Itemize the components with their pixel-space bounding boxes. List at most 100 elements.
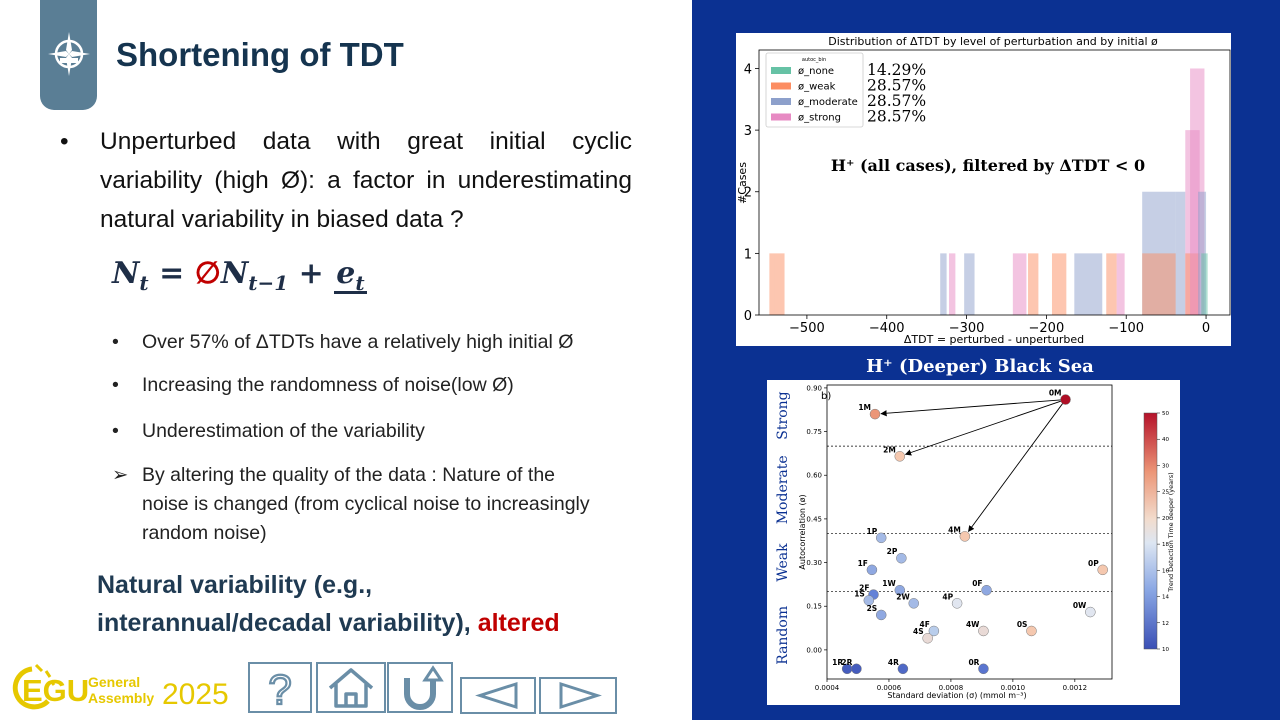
data-point (978, 625, 989, 637)
data-point (894, 451, 906, 462)
svg-text:2025: 2025 (162, 678, 229, 711)
bullet-dot: • (60, 128, 69, 155)
y-tick-label: 0.75 (806, 428, 822, 436)
histogram-chart: Distribution of ΔTDT by level of perturb… (736, 33, 1231, 346)
histogram-bar (1074, 253, 1103, 315)
triangle-right-icon (559, 681, 602, 710)
plot-frame (758, 49, 1231, 316)
point-label: 0F (972, 579, 982, 588)
panel-label: b) (821, 391, 831, 402)
region-label: Random (775, 606, 791, 665)
colorbar-tick-label: 10 (1162, 647, 1169, 653)
histogram-bar (769, 253, 775, 315)
region-label: Strong (775, 391, 791, 439)
colorbar-tick-label: 18 (1162, 542, 1169, 548)
previous-button[interactable] (460, 677, 536, 714)
x-tick-label: 0.0008 (939, 684, 964, 692)
egu-logo: EGU General Assembly 2025 (12, 663, 229, 711)
legend-label: ø_weak (798, 82, 836, 93)
logo-tab (40, 0, 97, 110)
data-point (896, 552, 907, 564)
shift-arrow (904, 399, 1066, 456)
data-point (863, 595, 875, 606)
colorbar-tick-label: 50 (1162, 411, 1169, 417)
colorbar-tick-label: 16 (1162, 568, 1169, 574)
colorbar-tick-label: 25 (1162, 490, 1169, 496)
main-bullet-line: Unperturbed data with great initial cycl… (100, 128, 632, 155)
data-point (928, 625, 940, 637)
point-label: 0W (1073, 601, 1087, 610)
histogram-bar (774, 253, 785, 315)
colorbar-tick-label: 12 (1162, 621, 1169, 627)
histogram-bar (1012, 253, 1027, 315)
point-label: 2S (867, 604, 878, 613)
home-icon (328, 668, 374, 708)
y-tick-label: 0.00 (806, 646, 822, 654)
svg-text:General: General (88, 674, 140, 690)
question-icon: ? (267, 665, 293, 714)
data-point (951, 598, 963, 609)
data-point (851, 663, 862, 675)
arrowhead-bullet-icon: ➢ (112, 464, 129, 486)
point-label: 2P (887, 547, 898, 556)
next-button[interactable] (539, 677, 617, 714)
legend-label: ø_moderate (798, 97, 858, 108)
scatter-chart: Strong Moderate Weak Random 0.0004 0.0006 0.0… (767, 380, 1180, 705)
chart-annotation: H⁺ (all cases), filtered by ΔTDT < 0 (831, 156, 1145, 175)
data-point (908, 598, 919, 609)
y-tick-label: 0 (744, 309, 752, 324)
point-label: 1P (866, 527, 877, 536)
point-label: 0M (1049, 389, 1062, 398)
legend-swatch (771, 82, 791, 90)
x-tick-label: 0 (1202, 321, 1210, 336)
colorbar-tick-label: 40 (1162, 437, 1169, 443)
svg-text:?: ? (268, 666, 291, 711)
legend-percentage: 28.57% (867, 77, 926, 95)
help-button[interactable]: ? (248, 662, 312, 714)
point-label: 4M (948, 525, 961, 534)
x-tick-label: 0.0010 (1001, 684, 1026, 692)
data-point (875, 609, 887, 621)
x-tick-label: 0.0006 (877, 684, 902, 692)
legend-percentage: 14.29% (867, 61, 926, 79)
legend-title: autoc_bin (802, 57, 826, 63)
main-bullet-line: variability (high Ø): a factor in undere… (100, 167, 632, 194)
x-tick-label: 0.0012 (1063, 684, 1088, 692)
slide-title: Shortening of TDT (116, 36, 404, 73)
legend-label: ø_strong (798, 113, 841, 124)
data-point (978, 663, 989, 675)
point-label: 1M (858, 403, 871, 412)
y-tick-label: 0.45 (806, 515, 822, 523)
data-point (1060, 394, 1071, 405)
point-label: 1F (858, 559, 868, 568)
natural-variability-note: Natural variability (e.g., interannual/d… (97, 571, 560, 637)
shift-arrow (968, 399, 1066, 533)
y-tick-label: 1 (744, 247, 752, 262)
y-tick-label: 2 (744, 186, 752, 201)
y-axis-label: Autocorrelation (ø) (798, 494, 807, 569)
data-point (1097, 564, 1108, 576)
colorbar-tick-label: 30 (1162, 463, 1169, 469)
point-label: 2W (896, 592, 910, 601)
x-axis-label: ΔTDT = perturbed - unperturbed (904, 333, 1084, 346)
return-button[interactable] (387, 662, 453, 713)
y-axis-label: #Cases (736, 162, 749, 204)
legend-percentage: 28.57% (867, 108, 926, 126)
main-bullet-line: natural variability in biased data ? (100, 206, 464, 233)
data-point (894, 584, 906, 596)
point-label: 1S (854, 589, 865, 598)
point-label: 0S (1017, 620, 1028, 629)
point-label: 0R (968, 658, 979, 667)
home-button[interactable] (316, 662, 386, 713)
point-label: 4F (920, 620, 930, 629)
point-label: 4P (942, 592, 953, 601)
y-tick-label: 4 (744, 62, 752, 77)
phi-symbol: ∅ (194, 256, 221, 291)
point-label: 1W (882, 579, 896, 588)
ar1-equation: Nt = ∅Nt−1 + et (112, 256, 367, 295)
data-point (1085, 606, 1096, 618)
histogram-bar (940, 253, 947, 315)
point-label: 4R (888, 658, 899, 667)
point-label: 2M (883, 445, 896, 454)
histogram-bar (1106, 253, 1117, 315)
